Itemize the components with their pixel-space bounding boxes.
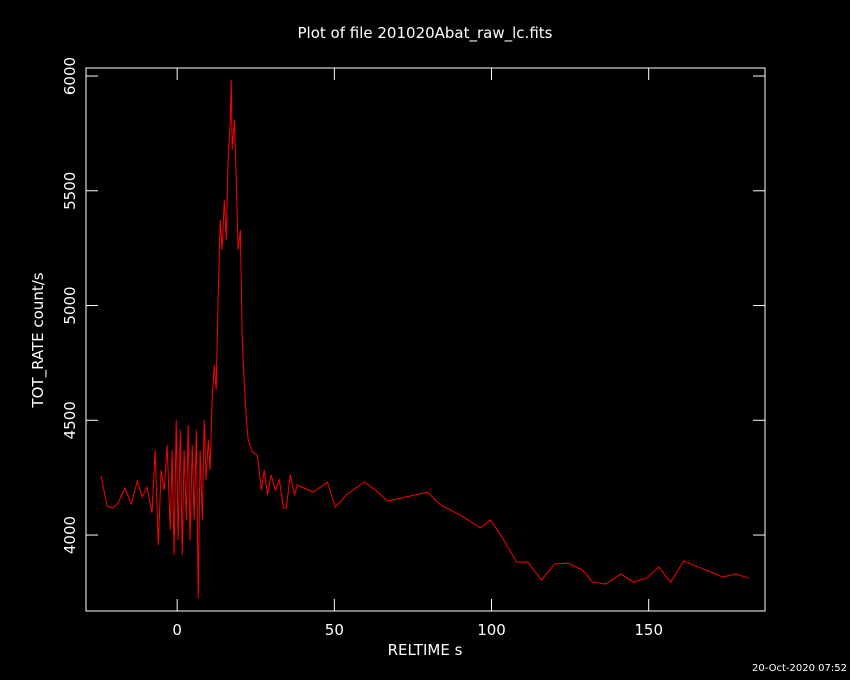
y-tick-label: 4000	[61, 516, 79, 554]
x-axis-label: RELTIME s	[388, 641, 463, 659]
x-tick-label: 150	[634, 621, 663, 639]
data-line	[100, 79, 749, 599]
x-tick-label: 50	[325, 621, 344, 639]
y-tick-label: 4500	[61, 401, 79, 439]
x-tick-label: 0	[172, 621, 182, 639]
plot-frame	[85, 67, 766, 612]
y-tick-label: 5500	[61, 172, 79, 210]
y-tick-label: 5000	[61, 286, 79, 324]
y-tick-label: 6000	[61, 57, 79, 95]
chart-title: Plot of file 201020Abat_raw_lc.fits	[298, 24, 553, 43]
y-axis-label: TOT_RATE count/s	[29, 272, 48, 408]
timestamp: 20-Oct-2020 07:52	[752, 663, 847, 674]
x-tick-label: 100	[477, 621, 506, 639]
